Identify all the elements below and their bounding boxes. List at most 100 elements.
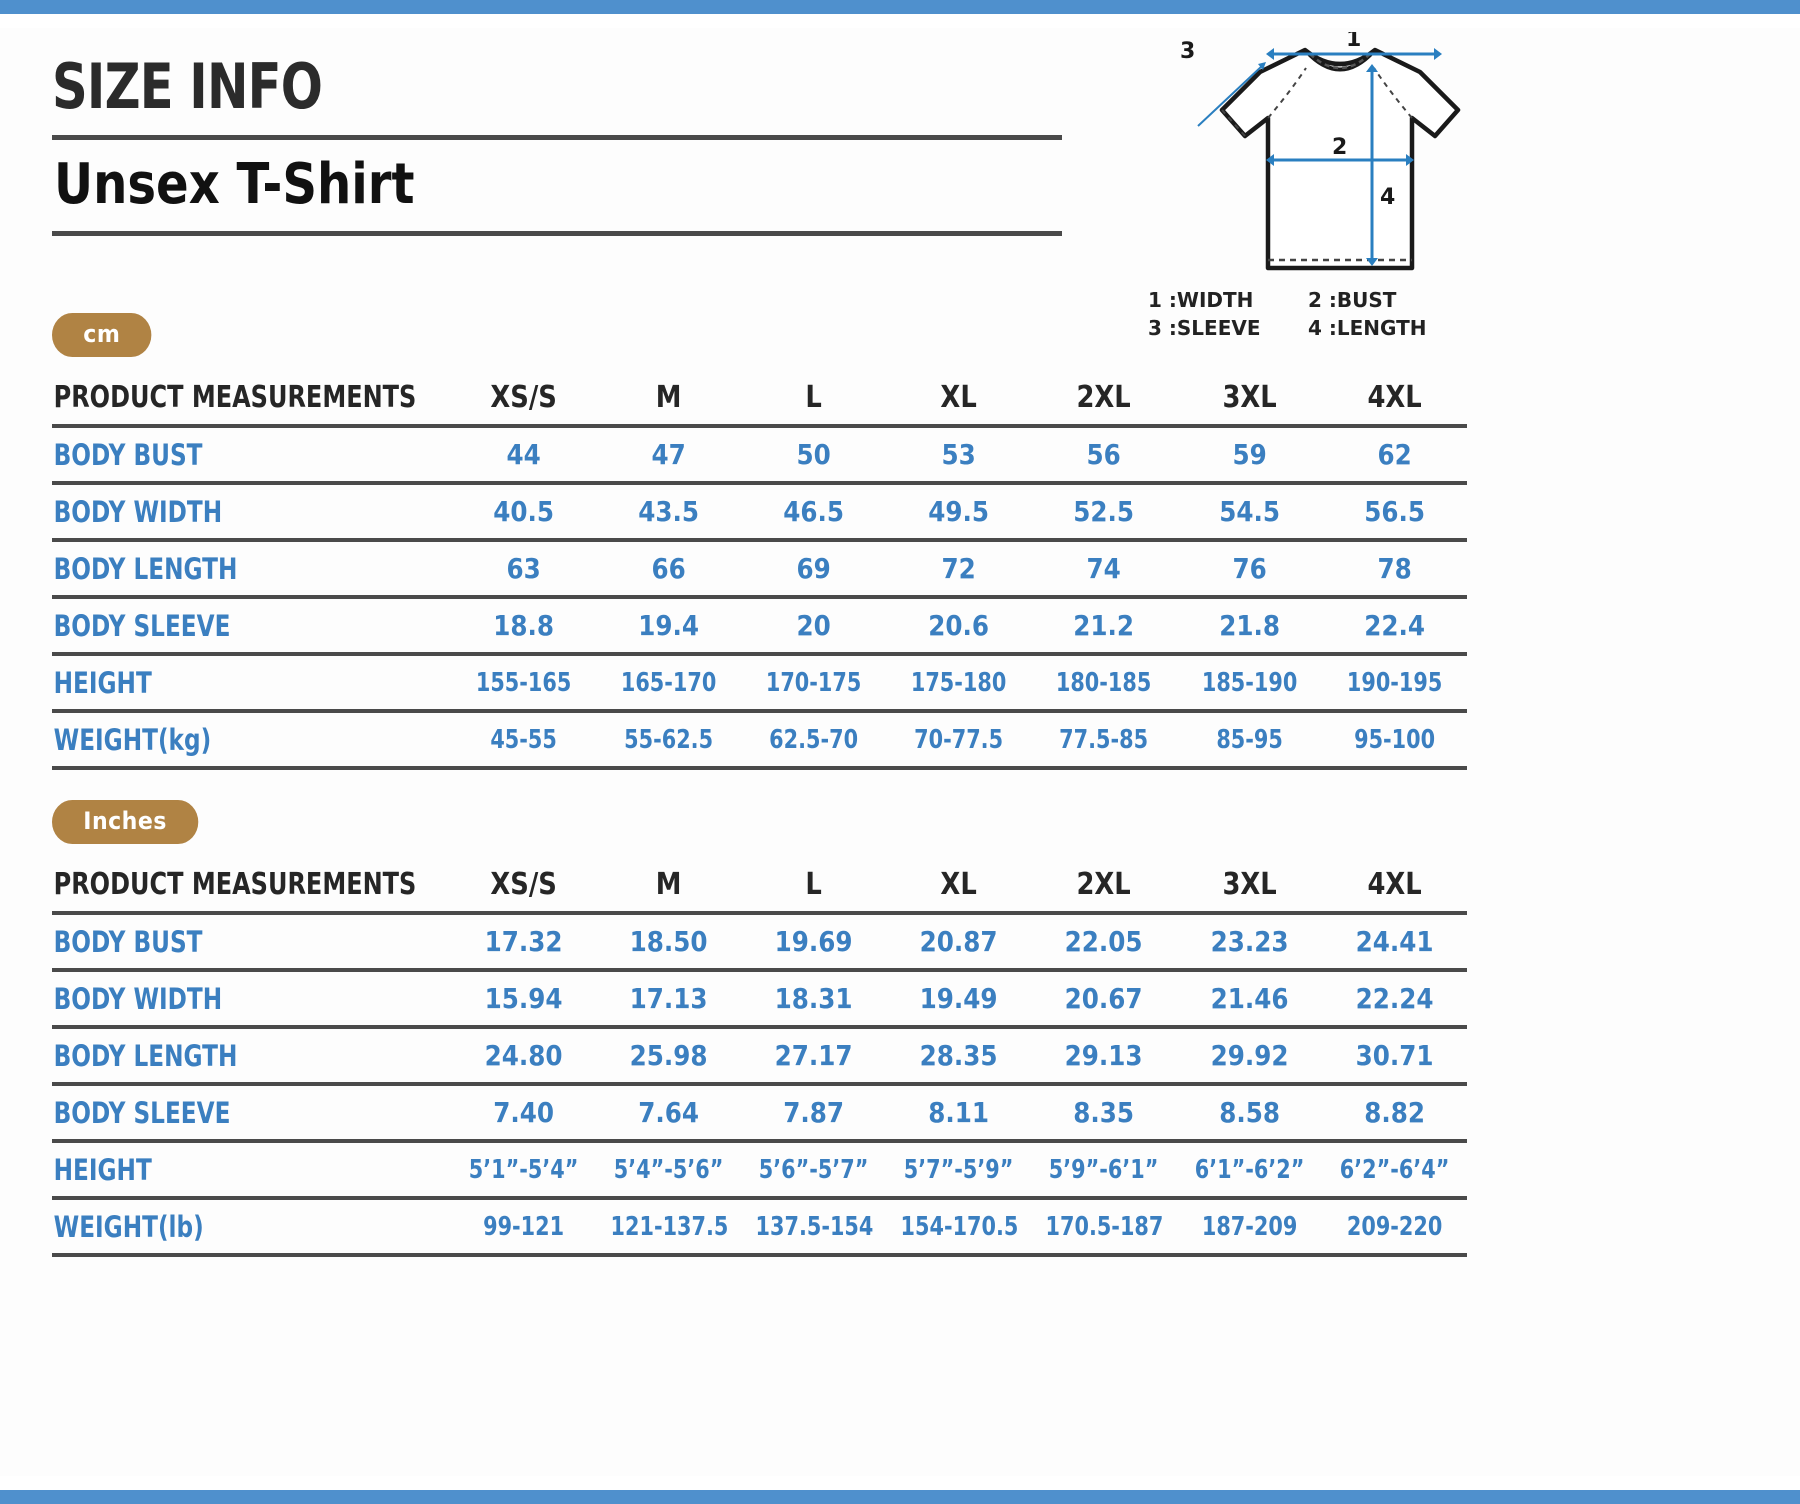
cell-value: 46.5: [783, 495, 844, 528]
cm-col-2xl: 2XL: [1076, 380, 1132, 415]
cell-value: 121-137.5: [610, 1211, 729, 1242]
cell-value: 56: [1086, 438, 1122, 471]
cell-value: 59: [1232, 438, 1267, 471]
in-col-l: L: [805, 867, 822, 902]
unit-badge-cm: cm: [52, 313, 152, 357]
cell-value: 62.5-70: [769, 724, 859, 755]
cell-value: 8.35: [1073, 1096, 1135, 1129]
cell-value: 55-62.5: [623, 724, 713, 755]
in-col-4xl: 4XL: [1367, 867, 1422, 902]
cell-value: 24.80: [484, 1039, 563, 1072]
in-col-measurements: PRODUCT MEASUREMENTS: [53, 867, 417, 902]
cell-value: 5’9”-6’1”: [1049, 1154, 1159, 1185]
cell-value: 40.5: [492, 495, 554, 528]
inches-header-row: PRODUCT MEASUREMENTS XS/S M L XL 2XL 3XL…: [52, 858, 1467, 913]
cell-value: 165-170: [620, 667, 717, 698]
cell-value: 52.5: [1073, 495, 1135, 528]
cell-value: 76: [1232, 552, 1267, 585]
row-label: BODY SLEEVE: [53, 1095, 231, 1130]
cm-size-table: PRODUCT MEASUREMENTS XS/S M L XL 2XL 3XL…: [52, 371, 1467, 770]
cell-value: 5’1”-5’4”: [468, 1154, 578, 1185]
row-label: BODY WIDTH: [53, 494, 223, 529]
measurement-legend: 1 :WIDTH 2 :BUST 3 :SLEEVE 4 :LENGTH: [1148, 286, 1568, 343]
inches-table-body: BODY BUST 17.32 18.50 19.69 20.87 22.05 …: [52, 913, 1467, 1255]
cell-value: 28.35: [919, 1039, 998, 1072]
page-title: SIZE INFO: [52, 50, 323, 123]
cell-value: 24.41: [1355, 925, 1434, 958]
cell-value: 185-190: [1201, 667, 1297, 698]
table-row: BODY WIDTH 15.94 17.13 18.31 19.49 20.67…: [52, 970, 1467, 1027]
row-label: BODY LENGTH: [53, 551, 238, 586]
cell-value: 22.05: [1065, 925, 1143, 958]
cell-value: 21.46: [1210, 982, 1289, 1015]
table-row: BODY SLEEVE 7.40 7.64 7.87 8.11 8.35 8.5…: [52, 1084, 1467, 1141]
cell-value: 22.4: [1363, 609, 1425, 642]
row-label: BODY LENGTH: [53, 1038, 238, 1073]
inches-section: Inches PRODUCT MEASUREMENTS XS/S M L XL …: [52, 800, 1467, 1257]
cell-value: 47: [651, 438, 686, 471]
row-label: BODY SLEEVE: [53, 608, 231, 643]
cell-value: 20.6: [928, 609, 990, 642]
row-label: WEIGHT(lb): [53, 1209, 204, 1244]
inches-size-table: PRODUCT MEASUREMENTS XS/S M L XL 2XL 3XL…: [52, 858, 1467, 1257]
table-row: WEIGHT(kg) 45-55 55-62.5 62.5-70 70-77.5…: [52, 711, 1467, 768]
cell-value: 66: [651, 552, 686, 585]
cell-value: 20: [796, 609, 831, 642]
header: SIZE INFO Unsex T-Shirt: [52, 50, 1062, 237]
row-label: BODY WIDTH: [53, 981, 223, 1016]
cell-value: 155-165: [475, 667, 571, 698]
cell-value: 30.71: [1355, 1039, 1434, 1072]
row-label: BODY BUST: [53, 924, 203, 959]
in-col-xss: XS/S: [489, 867, 557, 902]
cm-col-xl: XL: [940, 380, 977, 415]
cell-value: 7.64: [637, 1096, 699, 1129]
cell-value: 23.23: [1210, 925, 1289, 958]
cell-value: 43.5: [637, 495, 699, 528]
cell-value: 22.24: [1355, 982, 1434, 1015]
cell-value: 6’1”-6’2”: [1194, 1154, 1305, 1185]
legend-width: 1 :WIDTH: [1148, 288, 1254, 312]
cell-value: 21.8: [1218, 609, 1280, 642]
table-row: BODY BUST 17.32 18.50 19.69 20.87 22.05 …: [52, 913, 1467, 970]
row-label: HEIGHT: [53, 1152, 152, 1187]
cell-value: 19.69: [774, 925, 853, 958]
cm-header-row: PRODUCT MEASUREMENTS XS/S M L XL 2XL 3XL…: [52, 371, 1467, 426]
cell-value: 7.87: [783, 1096, 844, 1129]
cell-value: 180-185: [1056, 667, 1152, 698]
in-col-2xl: 2XL: [1076, 867, 1132, 902]
table-row: BODY BUST 44 47 50 53 56 59 62: [52, 426, 1467, 483]
legend-sleeve: 3 :SLEEVE: [1148, 316, 1261, 341]
cell-value: 85-95: [1215, 724, 1283, 755]
cell-value: 5’6”-5’7”: [758, 1154, 869, 1185]
table-row: HEIGHT 5’1”-5’4” 5’4”-5’6” 5’6”-5’7” 5’7…: [52, 1141, 1467, 1198]
cell-value: 74: [1086, 552, 1122, 585]
cell-value: 27.17: [774, 1039, 853, 1072]
table-row: BODY LENGTH 24.80 25.98 27.17 28.35 29.1…: [52, 1027, 1467, 1084]
cell-value: 170.5-187: [1045, 1211, 1164, 1242]
cell-value: 25.98: [629, 1039, 708, 1072]
title-divider-top: [52, 135, 1062, 141]
cell-value: 5’7”-5’9”: [903, 1154, 1014, 1185]
legend-bust: 2 :BUST: [1308, 288, 1397, 312]
cm-col-4xl: 4XL: [1367, 380, 1422, 415]
cm-section: cm PRODUCT MEASUREMENTS XS/S M L XL 2XL …: [52, 313, 1467, 770]
cell-value: 50: [796, 438, 831, 471]
cell-value: 62: [1377, 438, 1412, 471]
cell-value: 187-209: [1201, 1211, 1297, 1242]
cell-value: 77.5-85: [1059, 724, 1149, 755]
cell-value: 29.13: [1065, 1039, 1143, 1072]
row-label: BODY BUST: [53, 437, 203, 472]
cell-value: 53: [941, 438, 976, 471]
marker-1-label: 1: [1346, 32, 1361, 52]
cell-value: 63: [506, 552, 541, 585]
legend-row: 1 :WIDTH 2 :BUST: [1148, 286, 1568, 314]
table-row: BODY SLEEVE 18.8 19.4 20 20.6 21.2 21.8 …: [52, 597, 1467, 654]
cell-value: 6’2”-6’4”: [1339, 1154, 1450, 1185]
cell-value: 45-55: [489, 724, 557, 755]
cell-value: 49.5: [928, 495, 990, 528]
cell-value: 17.32: [484, 925, 563, 958]
cm-col-l: L: [805, 380, 822, 415]
tshirt-illustration-icon: 1 2 3 4: [1180, 28, 1461, 271]
marker-2-label: 2: [1332, 135, 1347, 160]
table-row: HEIGHT 155-165 165-170 170-175 175-180 1…: [52, 654, 1467, 711]
